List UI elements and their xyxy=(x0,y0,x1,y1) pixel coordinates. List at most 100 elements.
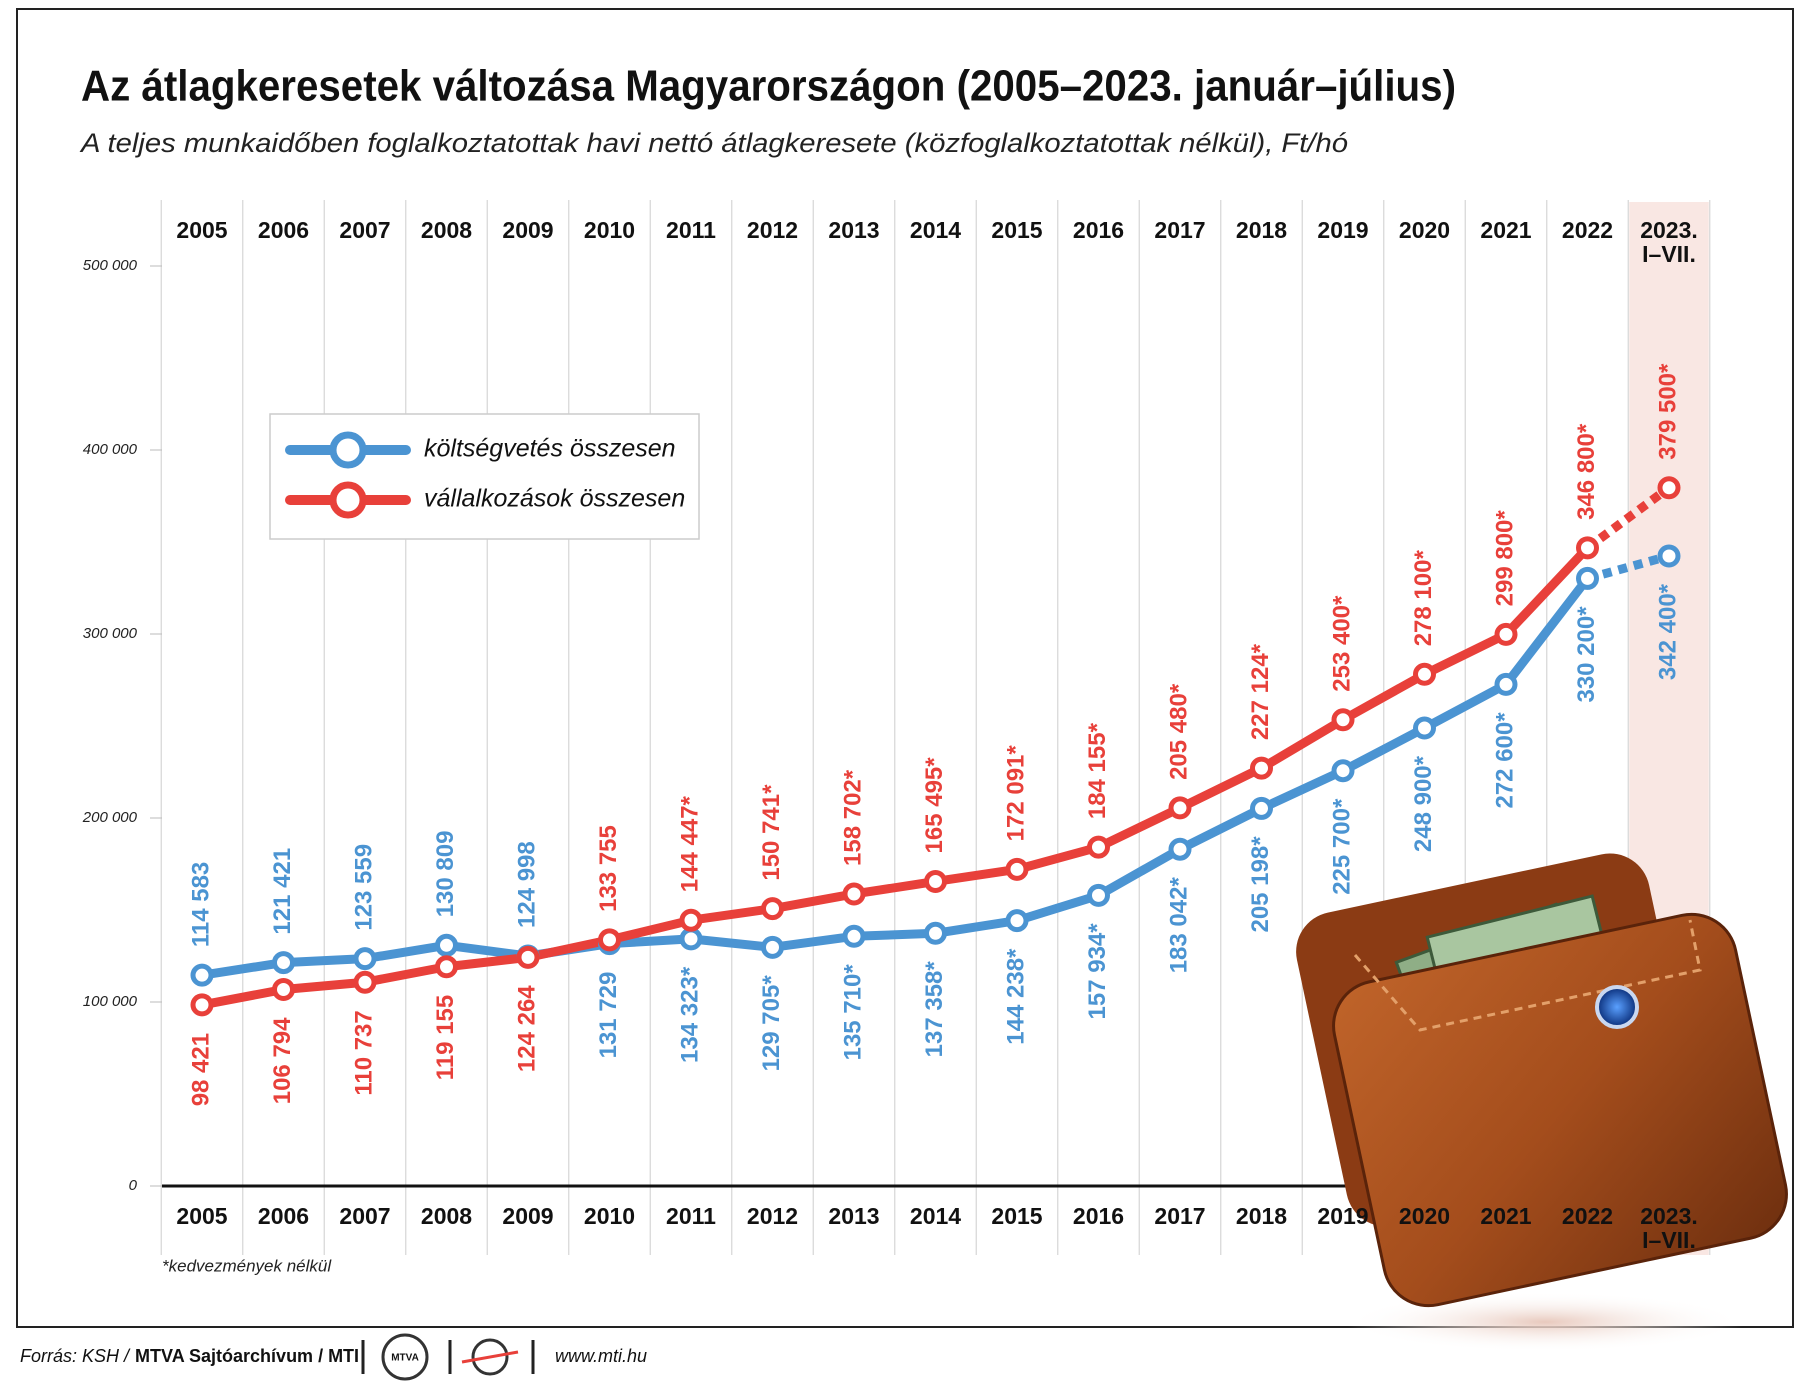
data-label: 98 421 xyxy=(187,1033,214,1106)
x-tick-label: 2009 xyxy=(502,1203,554,1229)
data-label: 157 934* xyxy=(1084,923,1111,1020)
x-tick-label: 2006 xyxy=(257,1203,310,1229)
footer: Forrás: KSH / MTVA Sajtóarchívum / MTI M… xyxy=(20,1333,647,1381)
legend-label: költségvetés összesen xyxy=(424,435,676,463)
data-label: 165 495* xyxy=(921,757,948,854)
chart-subtitle: A teljes munkaidőben foglalkoztatottak h… xyxy=(79,128,1348,158)
x-tick-label: 2023. I–VII. xyxy=(1640,217,1698,267)
x-tick-label: 2005 xyxy=(176,1203,228,1229)
x-tick-label: 2011 xyxy=(666,1203,716,1229)
legend-entries: költségvetés összesen vállalkozások össze… xyxy=(285,431,685,519)
x-tick-label: 2022 xyxy=(1561,217,1614,243)
data-label: 114 583 xyxy=(187,862,214,947)
x-tick-label: 2014 xyxy=(909,217,962,243)
source: Forrás: KSH / xyxy=(20,1346,131,1366)
data-label: 106 794 xyxy=(269,1017,296,1104)
point xyxy=(679,927,703,951)
y-tick-label: 500 000 xyxy=(83,257,138,274)
point xyxy=(272,951,295,975)
frame xyxy=(16,8,1794,1328)
x-tick-label: 2019 xyxy=(1317,1203,1369,1229)
x-tick-label: 2023. I–VII. xyxy=(1640,1203,1698,1253)
point xyxy=(1087,835,1110,859)
plot: 114 583 121 421 123 559 130 809 124 998 131 7… xyxy=(187,363,1681,1106)
data-label: 150 741* xyxy=(758,784,785,881)
data-label: 225 700* xyxy=(1328,798,1355,895)
point xyxy=(1331,708,1355,732)
data-label: 144 238* xyxy=(1002,948,1029,1045)
point xyxy=(1576,566,1599,590)
series-line xyxy=(201,575,1592,980)
data-label: 124 998 xyxy=(513,841,540,928)
point xyxy=(435,933,458,957)
x-tick-label: 2017 xyxy=(1154,1203,1206,1229)
point xyxy=(679,908,703,932)
data-label: 144 447* xyxy=(676,795,703,892)
data-label: 227 124* xyxy=(1247,643,1274,740)
data-label: 172 091* xyxy=(1002,745,1029,842)
logo-text: MTVA xyxy=(391,1353,419,1364)
x-tick-label: 2008 xyxy=(420,1203,473,1229)
data-label: 299 800* xyxy=(1491,510,1518,607)
x-tick-label: 2019 xyxy=(1317,217,1369,243)
x-tick-label: 2021 xyxy=(1480,1203,1532,1229)
point xyxy=(1168,796,1192,820)
point xyxy=(842,924,866,948)
credit: MTVA Sajtóarchívum / MTI xyxy=(135,1346,359,1366)
data-label: 133 755 xyxy=(595,825,622,912)
data-label: 158 702* xyxy=(839,769,866,866)
point xyxy=(1657,544,1681,568)
data-label: 119 155 xyxy=(432,995,459,1080)
x-tick-label: 2010 xyxy=(583,1203,636,1229)
x-tick-label: 2021 xyxy=(1480,217,1532,243)
data-label: 342 400* xyxy=(1654,583,1681,680)
legend-marker xyxy=(329,431,367,469)
data-label: 121 421 xyxy=(269,848,296,935)
y-tick-label: 400 000 xyxy=(83,441,138,458)
x-tick-label: 2018 xyxy=(1235,1203,1288,1229)
x-tick-label: 2015 xyxy=(991,1203,1043,1229)
data-label: 272 600* xyxy=(1491,712,1518,809)
point xyxy=(1005,909,1029,933)
x-tick-label: 2005 xyxy=(176,217,228,243)
x-tick-label: 2015 xyxy=(991,217,1043,243)
x-tick-label: 2013 xyxy=(828,1203,880,1229)
data-label: 205 198* xyxy=(1247,836,1274,933)
x-tick-label: 2020 xyxy=(1398,1203,1451,1229)
url: www.mti.hu xyxy=(555,1346,647,1366)
x-tick-label: 2020 xyxy=(1398,217,1451,243)
point xyxy=(435,955,458,979)
data-label: 205 480* xyxy=(1165,683,1192,780)
data-label: 183 042* xyxy=(1165,877,1192,974)
data-label: 124 264 xyxy=(513,985,540,1072)
data-label: 123 559 xyxy=(350,844,377,931)
data-label: 129 705* xyxy=(758,975,785,1072)
data-label: 330 200* xyxy=(1573,606,1600,703)
x-tick-label: 2016 xyxy=(1072,217,1125,243)
point xyxy=(1494,622,1518,646)
legend-marker xyxy=(329,481,367,519)
x-tick-label: 2010 xyxy=(583,217,636,243)
point xyxy=(1250,796,1273,820)
data-label: 131 729 xyxy=(595,972,622,1059)
data-label: 253 400* xyxy=(1328,595,1355,692)
data-label: 278 100* xyxy=(1410,550,1437,647)
x-tick-label: 2012 xyxy=(746,1203,799,1229)
data-label: 184 155* xyxy=(1084,722,1111,819)
point xyxy=(1413,716,1436,740)
legend-label: vállalkozások összesen xyxy=(424,485,685,513)
point xyxy=(1576,536,1599,560)
data-label: 346 800* xyxy=(1573,423,1600,520)
x-tick-label: 2009 xyxy=(502,217,554,243)
x-tick-label: 2007 xyxy=(339,217,391,243)
point xyxy=(842,882,866,906)
data-label: 379 500* xyxy=(1654,363,1681,460)
y-tick-label: 100 000 xyxy=(83,993,138,1010)
point xyxy=(190,993,214,1017)
point xyxy=(924,869,947,893)
columns: 0 100 000 200 000 300 000 400 000 500 000 xyxy=(82,200,1711,1255)
data-label: 248 900* xyxy=(1410,755,1437,852)
data-label: 134 323* xyxy=(676,966,703,1063)
